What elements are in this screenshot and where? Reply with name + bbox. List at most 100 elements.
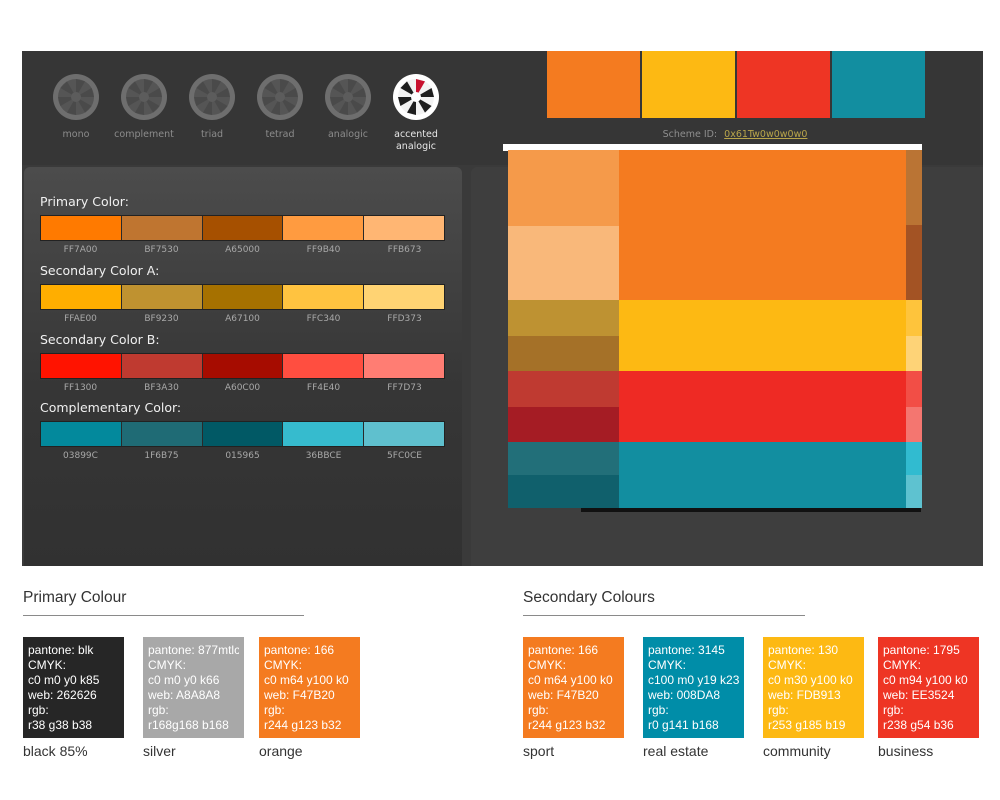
mode-mono[interactable]: mono: [42, 73, 110, 153]
preview-block: [906, 300, 922, 336]
mode-analogic[interactable]: analogic: [314, 73, 382, 153]
color-wheel-icon: [53, 74, 99, 120]
mode-complement[interactable]: complement: [110, 73, 178, 153]
color-spec-line: rgb:: [264, 703, 285, 717]
color-cell[interactable]: [283, 285, 365, 309]
preview-block: [508, 475, 619, 508]
color-code: A60C00: [224, 383, 261, 393]
scheme-id: Scheme ID: 0x61Tw0w0w0w0: [547, 129, 923, 140]
color-code: BF3A30: [144, 383, 179, 393]
color-wheel-icon: [325, 74, 371, 120]
color-cell[interactable]: [41, 422, 122, 446]
color-spec-line: pantone: 130: [768, 643, 839, 657]
color-card-name: black 85%: [23, 743, 88, 759]
mode-accented-analogic[interactable]: accented analogic: [382, 73, 450, 153]
color-code: FFC340: [306, 314, 341, 324]
preview-block: [619, 442, 906, 508]
preview-block: [619, 371, 906, 442]
color-spec-line: r253 g185 b19: [768, 718, 846, 732]
scheme-id-label: Scheme ID:: [662, 129, 718, 140]
mode-label: triad: [200, 129, 224, 140]
color-cell[interactable]: [121, 216, 203, 240]
color-group-secondary-a: Secondary Color A: FFAE00 BF9230 A67100 FFC…: [40, 263, 445, 324]
color-spec-line: CMYK:: [883, 658, 922, 672]
color-spec-line: pantone: blk: [28, 643, 94, 657]
preview-block: [508, 150, 619, 226]
color-card: pantone: 3145 CMYK: c100 m0 y19 k23 web: 00…: [643, 637, 744, 738]
color-wheel-icon: [393, 74, 439, 120]
color-cell[interactable]: [121, 422, 203, 446]
color-spec-line: r238 g54 b36: [883, 718, 954, 732]
color-wheel-icon: [257, 74, 303, 120]
mode-tetrad[interactable]: tetrad: [246, 73, 314, 153]
color-wheel-icon: [121, 74, 167, 120]
color-spec-line: pantone: 166: [528, 643, 599, 657]
color-spec-line: CMYK:: [528, 658, 567, 672]
color-cell[interactable]: [41, 216, 122, 240]
preview-block: [906, 225, 922, 300]
scheme-id-link[interactable]: 0x61Tw0w0w0w0: [724, 129, 808, 140]
color-cell[interactable]: [121, 354, 203, 378]
preview-block: [508, 407, 619, 442]
color-card: pantone: 877mtlc CMYK: c0 m0 y0 k66 web: A8…: [143, 637, 244, 738]
secondary-colours-title: Secondary Colours: [523, 589, 655, 606]
color-code: A67100: [225, 314, 260, 324]
mode-label: accented analogic: [394, 129, 438, 152]
color-code: BF9230: [144, 314, 179, 324]
preview-block: [906, 475, 922, 508]
color-row: [40, 421, 445, 447]
color-cell[interactable]: [202, 285, 284, 309]
color-card: pantone: 130 CMYK: c0 m30 y100 k0 web: FDB9…: [763, 637, 864, 738]
color-cell[interactable]: [364, 216, 444, 240]
primary-colour-title: Primary Colour: [23, 589, 127, 606]
color-code: BF7530: [144, 245, 179, 255]
preview-block: [508, 371, 619, 407]
color-card: pantone: 1795 CMYK: c0 m94 y100 k0 web: EE3…: [878, 637, 979, 738]
preview-block: [508, 336, 619, 371]
color-group-secondary-b: Secondary Color B: FF1300 BF3A30 A60C00 FF4…: [40, 332, 445, 393]
color-spec-line: pantone: 1795: [883, 643, 960, 657]
color-card-name: orange: [259, 743, 303, 759]
color-cell[interactable]: [41, 285, 122, 309]
color-code: FFD373: [387, 314, 422, 324]
color-spec-line: web: F47B20: [264, 688, 335, 702]
color-card-name: silver: [143, 743, 176, 759]
color-cell[interactable]: [202, 422, 284, 446]
color-spec-line: c0 m0 y0 k85: [28, 673, 100, 687]
color-card: pantone: 166 CMYK: c0 m64 y100 k0 web: F47B…: [259, 637, 360, 738]
color-cell[interactable]: [364, 285, 444, 309]
color-codes: FF7A00 BF7530 A65000 FF9B40 FFB673: [40, 245, 445, 255]
group-title: Complementary Color:: [40, 400, 182, 415]
color-cell[interactable]: [41, 354, 122, 378]
color-code: FF1300: [63, 383, 98, 393]
color-cell[interactable]: [202, 216, 284, 240]
color-spec-line: c0 m94 y100 k0: [883, 673, 968, 687]
color-cell[interactable]: [283, 422, 365, 446]
color-cell[interactable]: [202, 354, 284, 378]
preview-block: [508, 300, 619, 336]
color-spec-line: rgb:: [28, 703, 49, 717]
scheme-swatch-secondary-a: [642, 51, 735, 118]
preview-block: [906, 336, 922, 371]
mode-label: tetrad: [265, 129, 295, 140]
color-spec-line: r244 g123 b32: [264, 718, 342, 732]
mode-triad[interactable]: triad: [178, 73, 246, 153]
color-cell[interactable]: [364, 422, 444, 446]
color-cell[interactable]: [283, 216, 365, 240]
color-spec-line: web: F47B20: [528, 688, 599, 702]
color-code: FF9B40: [306, 245, 341, 255]
color-spec-line: c0 m64 y100 k0: [264, 673, 349, 687]
color-card-name: business: [878, 743, 934, 759]
color-codes: FFAE00 BF9230 A67100 FFC340 FFD373: [40, 314, 445, 324]
color-cell[interactable]: [283, 354, 365, 378]
scheme-swatch-primary: [547, 51, 640, 118]
color-cell[interactable]: [121, 285, 203, 309]
color-group-complementary: Complementary Color: 03899C 1F6B75 015965 3…: [40, 400, 445, 461]
divider: [523, 615, 805, 616]
color-spec-line: pantone: 166: [264, 643, 335, 657]
color-cell[interactable]: [364, 354, 444, 378]
color-code: A65000: [225, 245, 260, 255]
preview-block: [906, 407, 922, 442]
color-spec-line: rgb:: [768, 703, 789, 717]
preview-block: [619, 150, 906, 300]
